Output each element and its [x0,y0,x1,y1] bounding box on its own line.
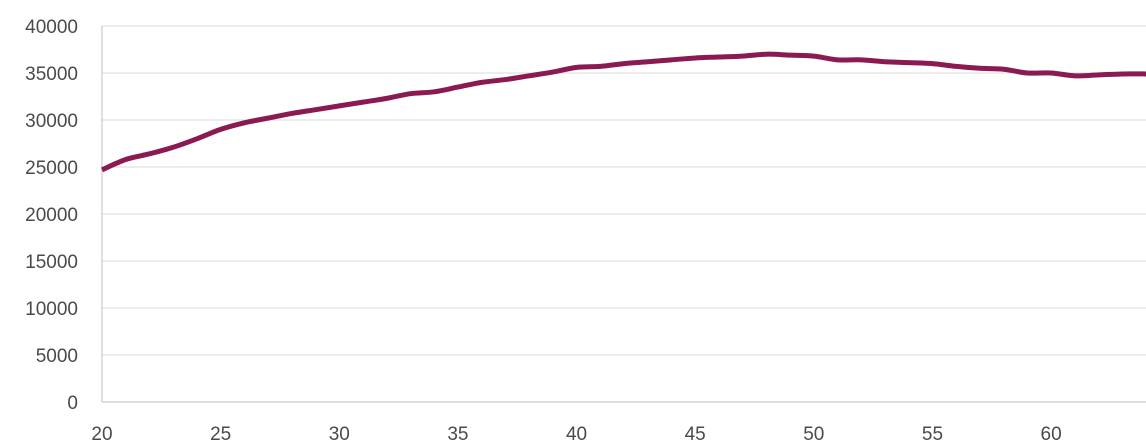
data-point [432,89,437,94]
y-tick-label: 30000 [25,111,78,132]
y-axis-tick-labels: 0 5000 10000 15000 20000 25000 30000 35000 40000 [25,17,78,414]
data-point [622,61,627,66]
data-point [1096,72,1101,77]
data-point [527,73,532,78]
data-point [954,64,959,69]
data-point [906,60,911,65]
data-point [764,52,769,57]
series-layer [100,51,1146,173]
data-point [455,85,460,90]
x-tick-label: 60 [1041,424,1062,445]
data-point [1025,71,1030,76]
data-point [645,59,650,64]
x-tick-label: 55 [922,424,943,445]
y-tick-label: 40000 [25,17,78,38]
data-point [218,127,223,132]
data-point [503,77,508,82]
x-tick-label: 40 [566,424,587,445]
x-tick-label: 45 [685,424,706,445]
y-tick-label: 20000 [25,205,78,226]
data-point [811,54,816,59]
data-point [384,96,389,101]
data-point [1001,67,1006,72]
x-tick-label: 50 [803,424,824,445]
data-point [194,136,199,141]
y-tick-label: 25000 [25,158,78,179]
axes [101,26,1146,403]
y-tick-label: 5000 [36,346,78,367]
data-point [930,61,935,66]
data-point [550,70,555,75]
data-point [1049,71,1054,76]
x-tick-label: 20 [91,424,112,445]
data-point [693,55,698,60]
data-point [1072,73,1077,78]
data-point [835,57,840,62]
data-point [574,65,579,70]
y-tick-label: 15000 [25,252,78,273]
data-point [740,54,745,59]
data-point [1120,71,1125,76]
data-point [716,55,721,60]
data-point [408,91,413,96]
data-point [859,57,864,62]
data-point [479,80,484,85]
y-tick-label: 0 [67,393,78,414]
series-line-0 [100,51,1146,173]
data-point [883,59,888,64]
gridlines [102,25,1146,356]
data-point [669,57,674,62]
data-point [598,64,603,69]
y-tick-label: 35000 [25,64,78,85]
data-point [242,120,247,125]
data-point [171,145,176,150]
data-point [123,157,128,162]
x-tick-label: 25 [210,424,231,445]
data-point [100,167,105,172]
data-point [361,100,366,105]
data-point [266,116,271,121]
x-tick-label: 35 [447,424,468,445]
data-point [337,103,342,108]
y-tick-label: 10000 [25,299,78,320]
data-point [289,111,294,116]
x-tick-label: 30 [329,424,350,445]
x-axis-tick-labels: 20 25 30 35 40 45 50 55 60 [91,424,1061,445]
data-point [788,53,793,58]
data-point [313,107,318,112]
data-point [147,151,152,156]
data-point [977,66,982,71]
